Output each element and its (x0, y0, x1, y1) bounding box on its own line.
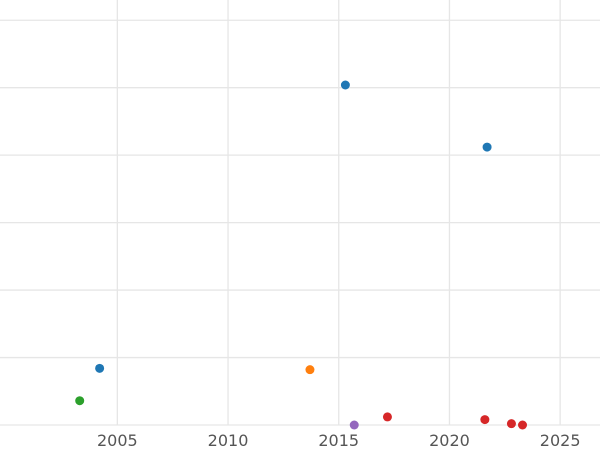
data-point-s2-0 (75, 396, 85, 406)
data-point-s4-0 (349, 420, 359, 430)
data-point-s1-0 (305, 365, 315, 375)
x-tick-label-2015: 2015 (318, 431, 359, 450)
data-point-s0-2 (482, 142, 492, 152)
x-tick-label-2005: 2005 (97, 431, 138, 450)
x-tick-label-2010: 2010 (208, 431, 249, 450)
data-point-s3-0 (382, 412, 392, 422)
data-points (75, 80, 528, 430)
x-tick-label-2025: 2025 (540, 431, 581, 450)
data-point-s0-0 (95, 363, 105, 373)
data-point-s3-2 (506, 419, 516, 429)
data-point-s3-1 (480, 415, 490, 425)
grid (0, 0, 600, 426)
data-point-s0-1 (340, 80, 350, 90)
x-axis-ticks: 2005 2010 2015 2020 2025 (97, 431, 581, 450)
x-tick-label-2020: 2020 (429, 431, 470, 450)
data-point-s3-3 (518, 420, 528, 430)
